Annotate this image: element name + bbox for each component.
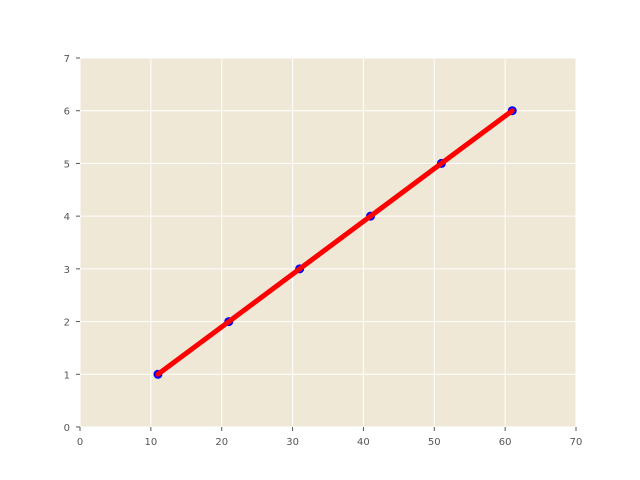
chart-marks [153,106,517,379]
x-axis-ticks: 0 10 20 30 40 50 60 70 [77,427,583,448]
x-tick-label: 40 [357,437,370,448]
y-tick-label: 7 [64,54,70,65]
fit-line [155,108,515,377]
y-axis-ticks: 0 1 2 3 4 5 6 7 [64,54,80,434]
y-tick-label: 4 [64,212,70,223]
grid [79,57,577,428]
y-tick-label: 0 [64,423,70,434]
x-tick-label: 20 [215,437,228,448]
y-tick-label: 2 [64,318,70,329]
y-tick-label: 1 [64,370,70,381]
x-tick-label: 0 [77,437,83,448]
x-tick-label: 30 [286,437,299,448]
plot-area [80,58,576,427]
y-tick-label: 6 [64,107,70,118]
y-tick-label: 5 [64,159,70,170]
x-tick-label: 60 [499,437,512,448]
x-tick-label: 50 [428,437,441,448]
x-tick-label: 70 [570,437,583,448]
y-tick-label: 3 [64,265,70,276]
x-tick-label: 10 [144,437,157,448]
